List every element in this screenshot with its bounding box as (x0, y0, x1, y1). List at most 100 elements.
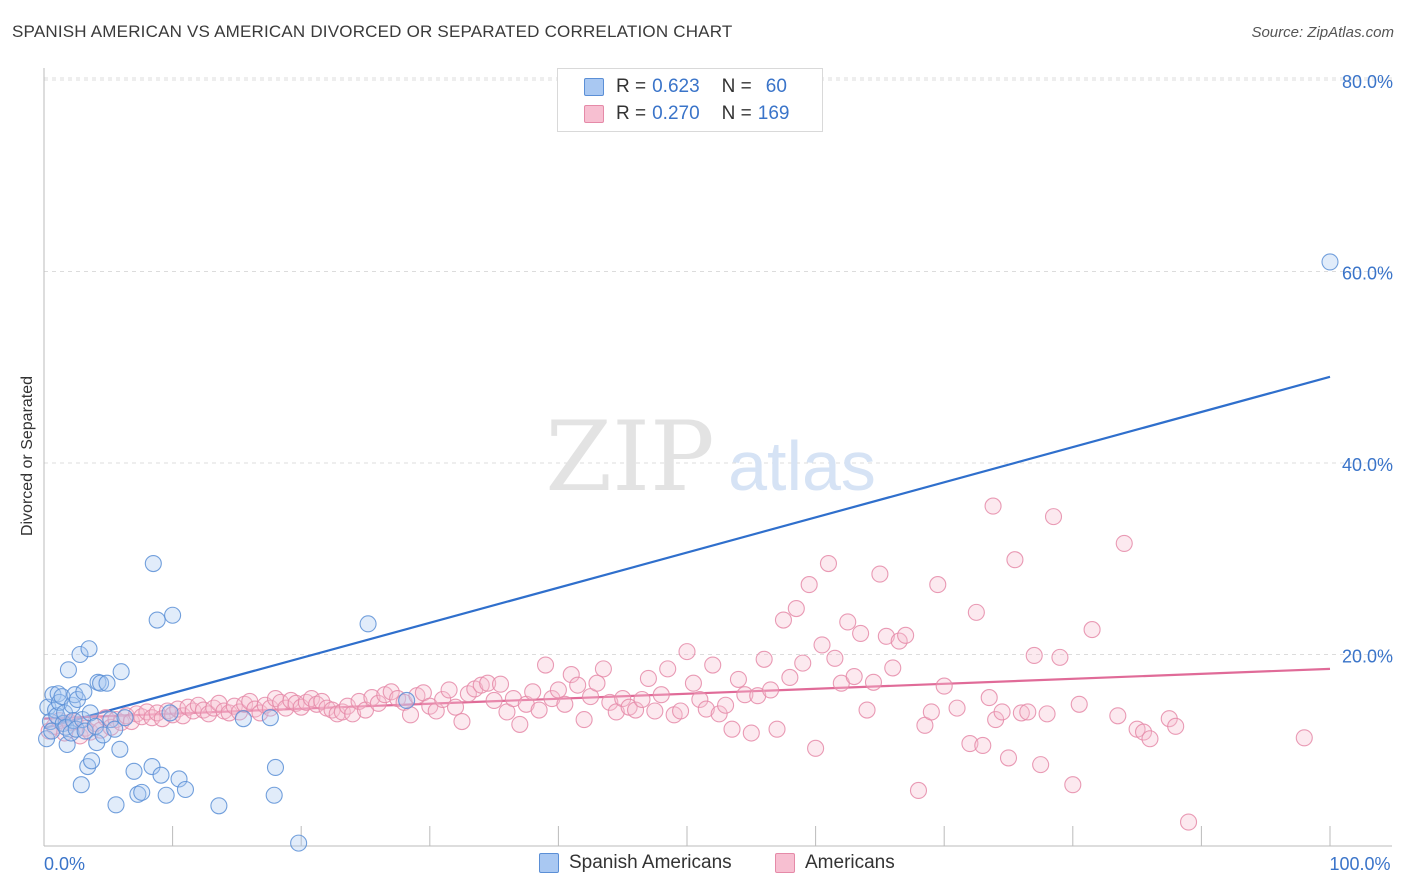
point-americans (961, 734, 979, 753)
point-americans (530, 701, 548, 719)
point-americans (453, 712, 471, 731)
point-spanish-americans (80, 640, 98, 658)
point-americans (852, 624, 870, 642)
point-americans (1295, 729, 1313, 747)
point-americans (524, 683, 542, 701)
legend-r-label: R = (616, 76, 647, 97)
point-spanish-americans (83, 752, 101, 770)
point-spanish-americans (143, 757, 161, 776)
point-americans (935, 677, 953, 695)
watermark: ZIP atlas (545, 401, 876, 513)
legend-r-value: 0.623 (652, 76, 700, 97)
point-spanish-americans (76, 722, 94, 740)
grid-lines (44, 77, 1392, 655)
point-americans (781, 668, 799, 687)
point-americans (434, 690, 452, 709)
series-legend-label: Americans (805, 852, 895, 873)
point-americans (897, 626, 915, 644)
y-tick-label: 80.0% (1342, 72, 1393, 92)
point-americans (929, 576, 947, 594)
point-americans (261, 699, 279, 717)
point-americans (633, 690, 651, 709)
point-americans (948, 699, 966, 717)
point-americans (1006, 551, 1024, 569)
point-spanish-americans (116, 709, 134, 727)
point-americans (1038, 705, 1056, 723)
point-spanish-americans (265, 786, 283, 804)
point-americans (401, 706, 420, 724)
point-americans (909, 781, 928, 800)
point-americans (1044, 508, 1063, 526)
point-spanish-americans (59, 661, 77, 679)
legend-r-value: 0.270 (652, 103, 700, 124)
point-spanish-americans (112, 663, 130, 681)
x-tick-label: 0.0% (44, 854, 85, 874)
point-americans (594, 660, 612, 678)
watermark-zip: ZIP (545, 401, 714, 513)
point-americans (1115, 534, 1133, 552)
point-spanish-americans (102, 711, 120, 729)
point-americans (369, 694, 387, 712)
point-americans (652, 686, 670, 704)
point-spanish-americans (266, 758, 285, 777)
point-americans (864, 673, 883, 691)
point-spanish-americans (71, 645, 89, 664)
point-americans (588, 674, 606, 692)
point-spanish-americans (106, 720, 124, 738)
legend-n-label: N = (721, 103, 752, 124)
point-spanish-americans (152, 766, 170, 784)
point-americans (479, 674, 497, 692)
point-spanish-americans (164, 606, 182, 624)
point-americans (1064, 776, 1082, 794)
point-spanish-americans (210, 797, 228, 815)
point-americans (472, 676, 490, 694)
point-spanish-americans (161, 704, 179, 722)
point-americans (1012, 704, 1030, 722)
point-americans (794, 654, 812, 672)
point-americans (800, 576, 818, 594)
point-americans (1179, 813, 1198, 831)
chart-title: SPANISH AMERICAN VS AMERICAN DIVORCED OR… (12, 22, 733, 41)
point-spanish-americans (133, 783, 151, 801)
point-americans (858, 701, 876, 719)
legend-n-value: 169 (757, 103, 790, 124)
point-americans (999, 749, 1018, 767)
point-americans (382, 683, 400, 701)
point-americans (839, 613, 857, 631)
point-spanish-americans (176, 780, 195, 799)
point-americans (174, 707, 192, 725)
point-americans (1019, 703, 1037, 721)
point-americans (736, 686, 754, 704)
legend-row-spanish-americans: R = 0.623 N = 60 (584, 75, 787, 99)
point-spanish-americans (234, 710, 252, 728)
point-americans (205, 699, 223, 717)
legend-swatch-blue (584, 78, 604, 96)
point-americans (1051, 648, 1069, 666)
legend-n-value: 60 (765, 76, 787, 97)
point-americans (659, 660, 677, 678)
point-americans (755, 650, 773, 668)
series-swatch-pink (775, 853, 795, 873)
point-americans (787, 599, 805, 618)
point-americans (723, 720, 741, 738)
point-americans (1083, 621, 1101, 639)
point-americans (614, 689, 632, 708)
series-legend-spanish-americans: Spanish Americans (539, 852, 732, 874)
point-spanish-americans (92, 674, 110, 692)
point-americans (774, 611, 793, 629)
point-americans (984, 497, 1002, 515)
point-americans (762, 681, 780, 699)
axes (43, 68, 1392, 847)
point-americans (575, 711, 593, 729)
point-americans (446, 698, 465, 716)
point-americans (601, 693, 619, 711)
point-americans (556, 695, 574, 713)
point-spanish-americans (111, 740, 129, 758)
point-americans (1070, 695, 1088, 713)
point-spanish-americans (261, 709, 279, 727)
point-americans (877, 627, 895, 645)
point-americans (819, 554, 838, 573)
point-spanish-americans (1321, 253, 1339, 271)
point-americans (236, 695, 254, 713)
